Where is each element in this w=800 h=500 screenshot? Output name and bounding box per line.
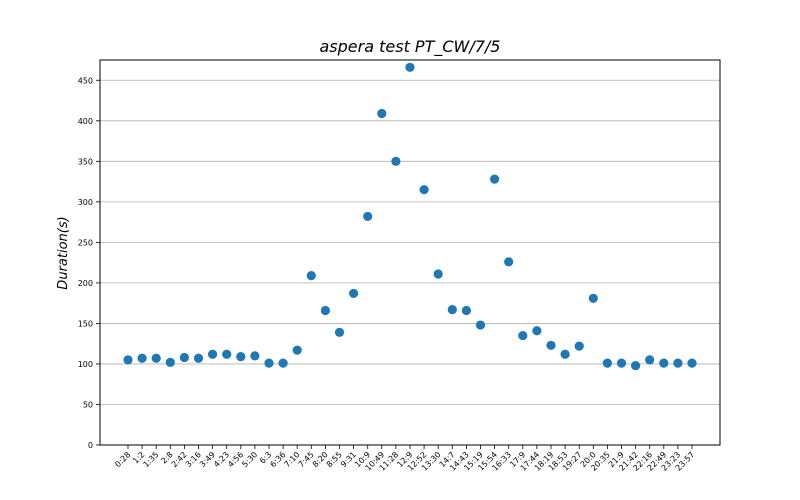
- plot-area-frame: [99, 59, 721, 446]
- data-point: [179, 352, 189, 363]
- data-point: [447, 305, 457, 315]
- data-point: [602, 358, 613, 368]
- y-tick-label: 250: [78, 238, 93, 247]
- data-point: [137, 353, 147, 363]
- data-point: [433, 269, 443, 279]
- data-point: [673, 358, 683, 368]
- data-point: [645, 355, 655, 365]
- data-point: [560, 349, 570, 359]
- data-point: [334, 327, 345, 337]
- data-point: [405, 62, 415, 72]
- data-point: [377, 108, 387, 119]
- y-axis-ticks: 0 50 100 150 200 250 300 350 400 450: [78, 76, 100, 450]
- data-point: [504, 257, 514, 267]
- data-point: [461, 305, 471, 316]
- x-tick-label: 0:28: [113, 450, 132, 469]
- data-point: [532, 326, 542, 336]
- data-point: [292, 345, 302, 355]
- data-point: [687, 358, 697, 368]
- data-points: [123, 62, 697, 371]
- data-point: [475, 320, 486, 330]
- chart-title: aspera test PT_CW/7/5: [320, 37, 501, 57]
- x-tick-label: 5:30: [240, 450, 259, 469]
- data-point: [349, 288, 359, 299]
- data-point: [123, 355, 133, 365]
- data-point: [574, 341, 584, 351]
- data-point: [208, 349, 218, 359]
- data-point: [616, 358, 627, 368]
- data-point: [151, 353, 161, 363]
- data-point: [631, 360, 641, 371]
- data-point: [659, 358, 669, 368]
- data-point: [236, 352, 246, 362]
- gridlines: [100, 79, 720, 446]
- y-tick-label: 150: [78, 319, 93, 328]
- data-point: [391, 156, 401, 166]
- data-point: [588, 293, 598, 303]
- y-tick-label: 200: [78, 279, 93, 288]
- y-tick-label: 100: [78, 360, 93, 369]
- y-tick-label: 0: [88, 441, 93, 450]
- data-point: [165, 357, 175, 367]
- data-point: [222, 349, 232, 359]
- data-point: [278, 358, 288, 368]
- data-point: [250, 351, 260, 361]
- x-axis-ticks: 0:281:21:352:82:423:163:494:234:565:306:…: [113, 445, 696, 473]
- data-point: [306, 271, 316, 281]
- data-point: [419, 185, 429, 195]
- y-axis-label: Duration(s): [56, 216, 71, 289]
- data-point: [193, 353, 204, 363]
- y-tick-label: 400: [78, 117, 93, 126]
- y-tick-label: 450: [78, 76, 93, 85]
- data-point: [490, 174, 500, 184]
- data-point: [546, 340, 556, 350]
- y-tick-label: 50: [83, 400, 93, 409]
- data-point: [264, 358, 274, 368]
- x-tick-label: 1:35: [142, 450, 161, 469]
- y-tick-label: 350: [78, 157, 93, 166]
- data-point: [363, 211, 373, 222]
- data-point: [518, 330, 528, 341]
- y-tick-label: 300: [78, 198, 93, 207]
- data-point: [320, 305, 330, 316]
